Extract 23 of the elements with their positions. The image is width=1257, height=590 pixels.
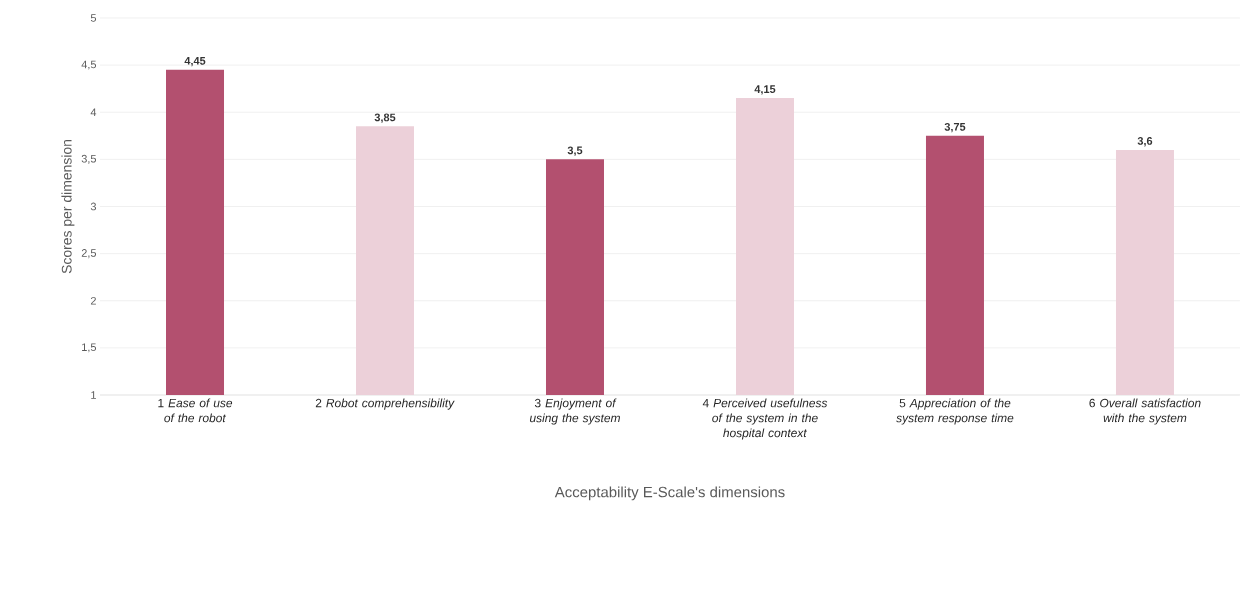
y-tick-label: 4 (90, 108, 97, 117)
x-tick-label: 5 Appreciation of the system response time (896, 398, 1014, 425)
data-label: 4,45 (184, 57, 206, 67)
x-tick-label: 4 Perceived usefulness of the system in the hospital context (702, 398, 828, 440)
x-tick-label: 6 Overall satisfaction with the system (1089, 398, 1201, 425)
y-tick-label: 1,5 (82, 343, 97, 353)
data-label: 3,85 (374, 113, 396, 123)
x-tick-label: 3 Enjoyment of using the system (529, 398, 620, 425)
y-tick-label: 5 (90, 14, 97, 22)
data-label: 4,15 (754, 85, 776, 95)
x-tick-label: 1 Ease of use of the robot (158, 398, 233, 423)
x-tick-label: 2 Robot comprehensibility (315, 398, 455, 410)
data-label: 3,75 (944, 122, 966, 133)
data-label: 3,5 (567, 146, 583, 156)
y-tick-label: 1 (91, 391, 96, 399)
y-tick-label: 3,5 (81, 154, 97, 164)
y-tick-label: 2,5 (81, 249, 97, 259)
x-axis-title: Acceptability E-Scale's dimensions (554, 486, 785, 501)
y-axis-title: Scores per dimension (61, 139, 75, 274)
y-tick-label: 4,5 (81, 60, 97, 70)
y-tick-label: 2 (90, 296, 96, 305)
data-label: 3,6 (1137, 137, 1153, 147)
y-tick-label: 3 (90, 202, 97, 211)
